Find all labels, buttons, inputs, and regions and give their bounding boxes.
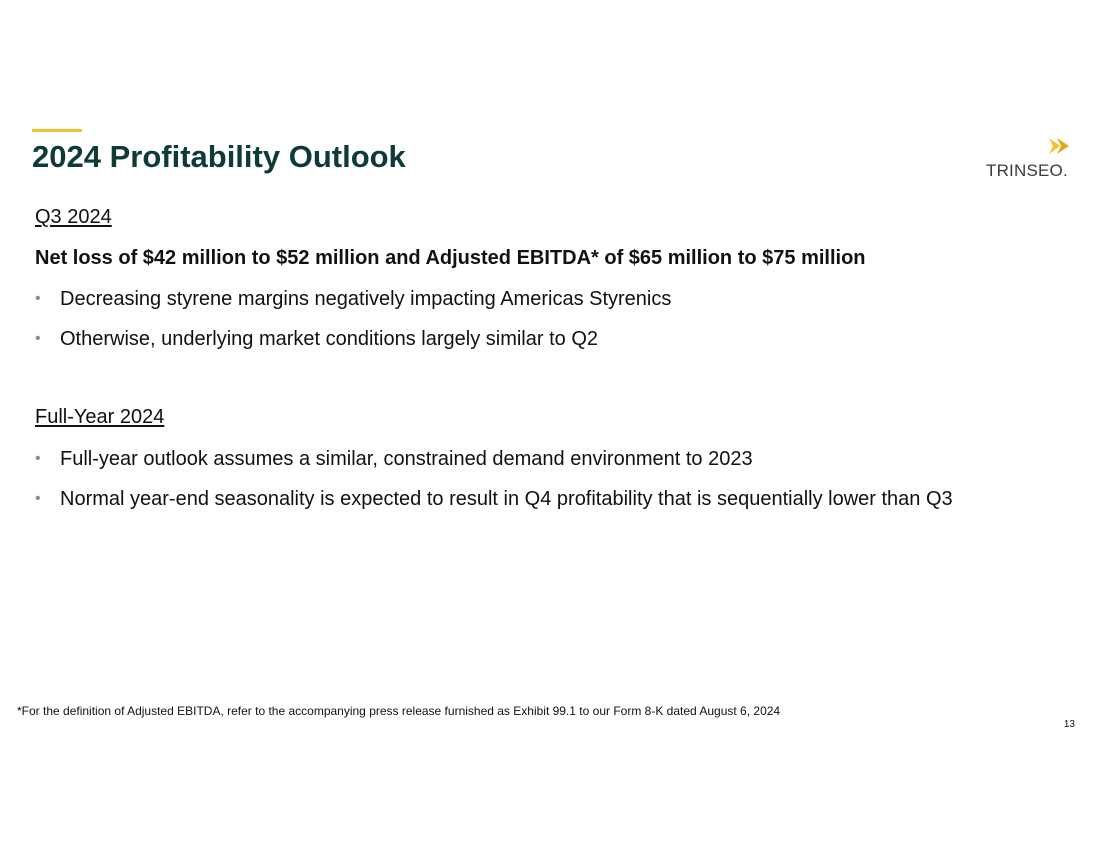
list-item: • Normal year-end seasonality is expecte… [35,487,1015,511]
bullet-text: Normal year-end seasonality is expected … [60,488,953,510]
full-year-heading: Full-Year 2024 [35,406,165,428]
bullet-icon: • [35,290,41,307]
list-item: • Otherwise, underlying market condition… [35,327,1015,351]
trinseo-chevron-icon [1049,138,1069,154]
full-year-bullet-list: • Full-year outlook assumes a similar, c… [35,447,1015,511]
list-item: • Full-year outlook assumes a similar, c… [35,447,1015,471]
slide-title: 2024 Profitability Outlook [32,139,406,174]
list-item: • Decreasing styrene margins negatively … [35,287,1015,311]
page-number: 13 [1063,719,1075,730]
bullet-text: Full-year outlook assumes a similar, con… [60,448,753,470]
bullet-text: Otherwise, underlying market conditions … [60,328,598,350]
logo-wordmark: TRINSEO. [986,161,1068,180]
q3-summary: Net loss of $42 million to $52 million a… [35,247,866,269]
bullet-icon: • [35,490,41,507]
bullet-text: Decreasing styrene margins negatively im… [60,288,672,310]
bullet-icon: • [35,450,41,467]
footnote: *For the definition of Adjusted EBITDA, … [17,704,781,718]
q3-heading: Q3 2024 [35,206,112,228]
bullet-icon: • [35,330,41,347]
company-logo: TRINSEO. [984,137,1076,183]
title-accent-line [32,129,82,132]
q3-bullet-list: • Decreasing styrene margins negatively … [35,287,1015,351]
